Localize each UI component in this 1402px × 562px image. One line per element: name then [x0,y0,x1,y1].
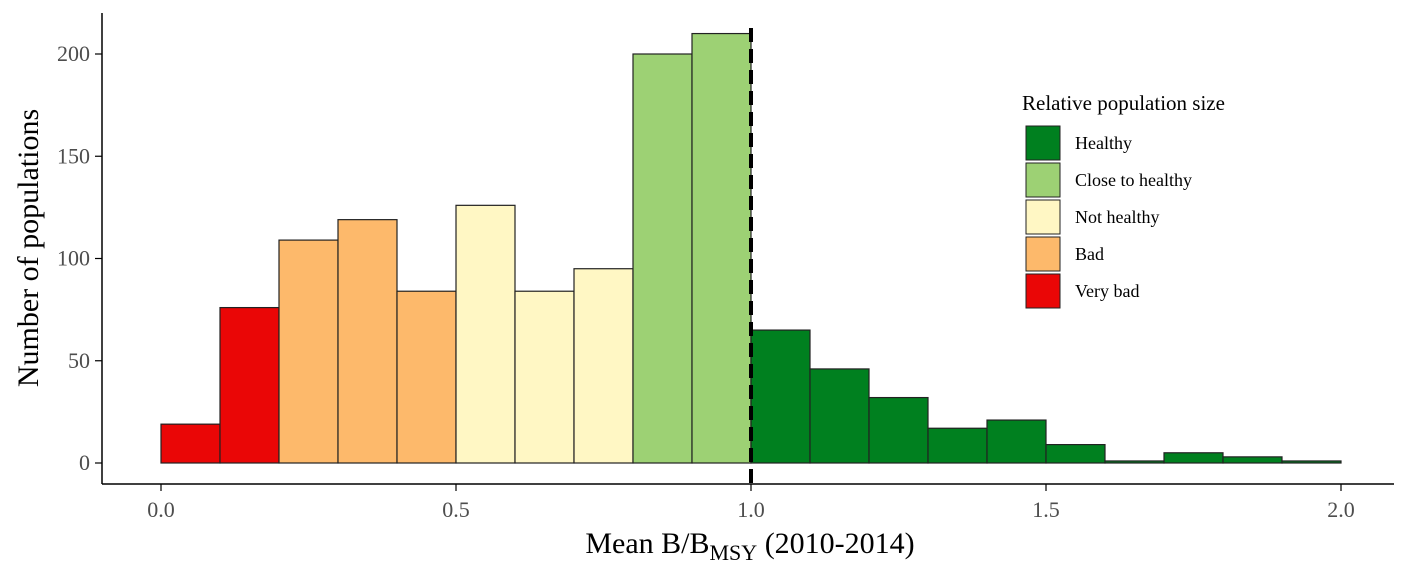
y-tick-label: 0 [79,450,90,475]
histogram-bar [455,204,516,464]
x-axis-title: Mean B/BMSY (2010-2014) [585,527,914,562]
legend-swatch [1025,162,1061,198]
y-tick-label: 150 [57,143,90,168]
histogram-bar [1281,460,1342,464]
x-tick-label: 2.0 [1327,497,1355,522]
bars-group [160,32,1342,464]
histogram-bar [160,423,221,464]
x-tick-label: 1.0 [737,497,765,522]
histogram-bar [1222,456,1283,464]
histogram-bar [1163,452,1224,464]
legend-label: Close to healthy [1075,170,1192,190]
legend-label: Not healthy [1075,207,1159,227]
histogram-bar [219,306,280,464]
legend-title: Relative population size [1022,91,1225,115]
histogram-bar [927,427,988,464]
histogram-bar [337,219,398,464]
x-tick-label: 0.0 [147,497,175,522]
x-tick-label: 1.5 [1032,497,1060,522]
histogram-bar [691,32,752,464]
y-tick-label: 50 [68,348,90,373]
legend-swatch [1025,199,1061,235]
histogram-bar [809,368,870,464]
y-ticks-group: 0 50 100 150 200 [57,41,102,475]
legend-label: Very bad [1075,281,1139,301]
histogram-bar [573,268,634,464]
histogram-bar [750,329,811,464]
y-axis-title: Number of populations [12,109,45,387]
y-tick-label: 100 [57,246,90,271]
x-ticks-group: 0.0 0.5 1.0 1.5 2.0 [147,484,1355,522]
histogram-bar [986,419,1047,464]
histogram-bar [632,53,693,464]
histogram-bar [396,290,457,464]
histogram-bar [1104,460,1165,464]
x-axis-title-suffix: (2010-2014) [757,527,914,560]
legend: Relative population size Healthy Close to… [1022,91,1225,309]
histogram-bar [278,239,339,464]
x-tick-label: 0.5 [442,497,470,522]
x-axis-title-prefix: Mean B/B [585,527,709,560]
histogram-bar [1045,443,1106,464]
legend-swatch [1025,125,1061,161]
legend-swatch [1025,236,1061,272]
histogram-bar [514,290,575,464]
histogram-bar [868,396,929,464]
legend-swatch [1025,273,1061,309]
y-tick-label: 200 [57,41,90,66]
legend-label: Bad [1075,244,1104,264]
x-axis-title-subscript: MSY [710,540,758,562]
axes-group [101,13,1394,485]
legend-entries: Healthy Close to healthy Not healthy Bad Ver… [1025,125,1192,309]
legend-label: Healthy [1075,133,1132,153]
